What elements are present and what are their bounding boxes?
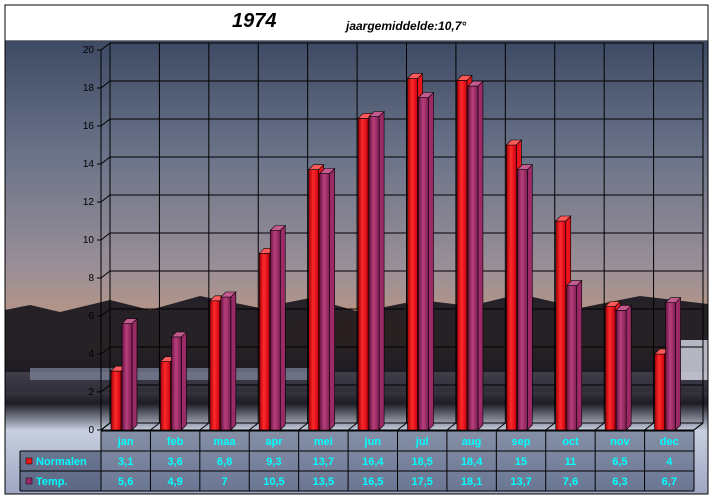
data-label: 18,5 xyxy=(411,456,432,468)
y-tick-label: 14 xyxy=(83,159,95,170)
x-tick-label: maa xyxy=(214,436,237,448)
x-tick-label: oct xyxy=(562,436,579,448)
floor-line xyxy=(594,422,605,431)
y-tick-label: 8 xyxy=(88,273,94,284)
bar-temp-aug xyxy=(467,80,484,431)
data-label: 4 xyxy=(666,456,673,468)
bar-temp-nov xyxy=(615,304,632,431)
floor-line xyxy=(248,422,259,431)
y-tick-label: 12 xyxy=(83,197,95,208)
floor-line xyxy=(397,422,407,431)
bar-temp-sep xyxy=(516,163,534,431)
data-label: 13,7 xyxy=(510,476,531,488)
floor-line xyxy=(446,422,457,431)
bar-temp-jun xyxy=(368,110,385,431)
data-label: 7 xyxy=(221,476,227,488)
floor-line xyxy=(545,422,556,431)
bar-temp-jul xyxy=(417,91,435,431)
gridline-diag xyxy=(100,384,111,393)
gridline-diag xyxy=(100,232,111,241)
chart-title: 1974 xyxy=(232,10,277,32)
gridline-diag xyxy=(100,346,111,355)
data-label: 6,8 xyxy=(217,456,232,468)
x-tick-label: jun xyxy=(364,436,382,448)
x-tick-label: apr xyxy=(265,436,283,448)
data-label: 6,3 xyxy=(612,476,627,488)
legend-label: Normalen xyxy=(36,456,87,468)
title-band xyxy=(4,4,709,42)
gridline-diag xyxy=(100,194,111,203)
gridline-diag xyxy=(100,156,111,165)
y-axis: 0 2 4 6 8 10 12 14 16 18 20 xyxy=(83,45,102,436)
data-table: jan feb maa apr mei jun jul aug sep oct nov dec Norm… xyxy=(19,430,695,492)
chart-border xyxy=(4,4,709,495)
data-label: 3,1 xyxy=(118,456,133,468)
data-label: 6,7 xyxy=(662,476,677,488)
x-tick-label: jul xyxy=(415,436,429,448)
data-label: 3,6 xyxy=(167,456,182,468)
gridline-diag xyxy=(100,118,111,127)
bar-temp-maa xyxy=(220,291,237,431)
data-label: 18,1 xyxy=(461,476,482,488)
y-tick-label: 2 xyxy=(88,387,94,398)
chart-grid xyxy=(100,42,704,431)
bar-temp-feb xyxy=(170,331,188,431)
data-label: 11 xyxy=(565,456,577,468)
legend-swatch xyxy=(25,457,33,465)
bar-temp-dec xyxy=(664,296,682,431)
floor-line xyxy=(496,422,506,431)
data-label: 7,6 xyxy=(563,476,578,488)
data-label: 5,6 xyxy=(118,476,133,488)
floor-line xyxy=(298,422,308,431)
y-tick-label: 6 xyxy=(88,311,94,322)
x-tick-label: nov xyxy=(610,436,630,448)
data-label: 10,5 xyxy=(263,476,284,488)
annual-average: jaargemiddelde:10,7° xyxy=(346,19,467,33)
data-label: 18,4 xyxy=(461,456,483,468)
legend-label: Temp. xyxy=(36,476,68,488)
floor-line xyxy=(693,422,704,431)
data-label: 13,5 xyxy=(313,476,334,488)
floor-line xyxy=(644,422,654,431)
bar-temp-jan xyxy=(121,317,138,431)
y-tick-label: 20 xyxy=(83,45,95,56)
gridline-diag xyxy=(100,80,111,89)
gridline-diag xyxy=(100,42,111,51)
bar-temp-apr xyxy=(269,224,286,431)
floor-line xyxy=(347,422,358,431)
data-label: 15 xyxy=(515,456,527,468)
data-label: 4,9 xyxy=(167,476,182,488)
x-tick-label: feb xyxy=(167,436,184,448)
data-label: 6,5 xyxy=(612,456,627,468)
data-label: 13,7 xyxy=(313,456,334,468)
bar-series xyxy=(110,72,682,431)
x-tick-label: mei xyxy=(314,436,333,448)
x-tick-label: dec xyxy=(660,436,679,448)
y-tick-label: 18 xyxy=(83,83,95,94)
x-tick-label: aug xyxy=(462,436,482,448)
gridline-diag xyxy=(100,270,111,279)
floor-line xyxy=(199,422,210,431)
bar-temp-mei xyxy=(318,167,336,431)
legend-swatch xyxy=(25,477,33,485)
y-tick-label: 16 xyxy=(83,121,95,132)
y-tick-label: 10 xyxy=(83,235,95,246)
gridline-diag xyxy=(100,308,111,317)
x-tick-label: jan xyxy=(117,436,134,448)
bar-temp-oct xyxy=(566,279,583,431)
data-label: 16,5 xyxy=(362,476,383,488)
data-label: 16,4 xyxy=(362,456,384,468)
floor-line xyxy=(150,422,160,431)
data-label: 17,5 xyxy=(411,476,432,488)
x-tick-label: sep xyxy=(512,436,531,448)
floor-line xyxy=(100,422,111,431)
y-tick-label: 4 xyxy=(88,349,94,360)
data-label: 9,3 xyxy=(266,456,281,468)
y-tick-label: 0 xyxy=(88,425,94,436)
